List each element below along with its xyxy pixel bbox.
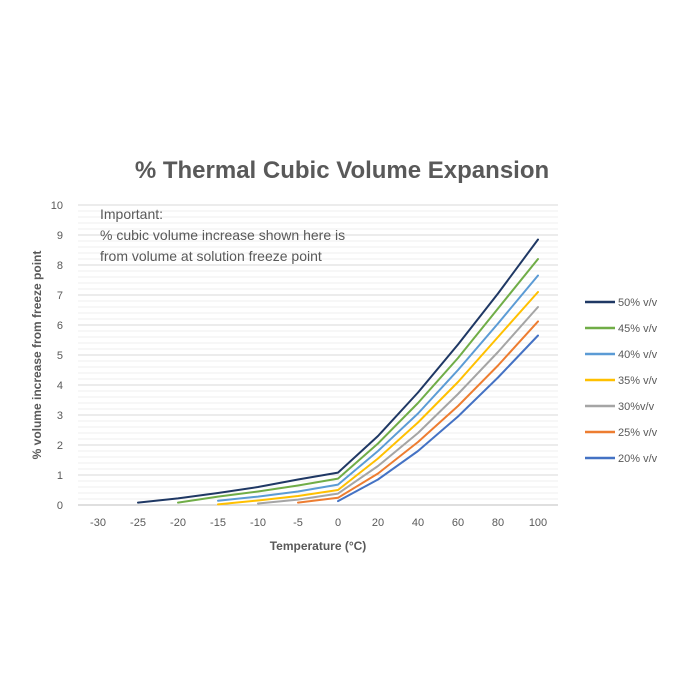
y-tick-label: 2 [57,440,63,452]
annotation-line: Important: [100,206,163,222]
y-tick-label: 7 [57,290,63,302]
y-axis-ticks: 0 1 2 3 4 5 6 7 8 9 10 [51,200,63,512]
y-tick-label: 5 [57,350,63,362]
x-tick-label: -20 [170,517,186,529]
legend-label: 45% v/v [618,323,658,335]
x-tick-label: -15 [210,517,226,529]
x-tick-label: 0 [335,517,341,529]
y-tick-label: 9 [57,230,63,242]
y-axis-label: % volume increase from freeze point [30,251,44,460]
annotation-note: Important: % cubic volume increase shown … [100,206,345,264]
legend-label: 40% v/v [618,349,658,361]
x-tick-label: -30 [90,517,106,529]
series-lines [137,238,539,506]
series-line [297,320,539,504]
x-tick-label: -10 [250,517,266,529]
y-tick-label: 4 [57,380,63,392]
annotation-line: % cubic volume increase shown here is [100,227,345,243]
x-tick-label: -5 [293,517,303,529]
legend-label: 20% v/v [618,453,658,465]
y-tick-label: 8 [57,260,63,272]
x-axis-label: Temperature (°C) [270,539,367,553]
y-tick-label: 3 [57,410,63,422]
series-line [257,306,539,505]
series-line [177,258,539,504]
chart-title: % Thermal Cubic Volume Expansion [135,157,549,184]
series-line [217,291,539,506]
legend: 50% v/v 45% v/v 40% v/v 35% v/v 30%v/v 25% v/… [585,297,658,465]
y-tick-label: 10 [51,200,63,212]
series-line [137,238,539,504]
annotation-line: from volume at solution freeze point [100,248,322,264]
y-tick-label: 6 [57,320,63,332]
legend-label: 30%v/v [618,401,655,413]
series-line [337,334,539,503]
series-line [217,274,539,502]
legend-label: 50% v/v [618,297,658,309]
y-tick-label: 0 [57,500,63,512]
x-tick-label: 60 [452,517,464,529]
x-tick-label: 40 [412,517,424,529]
legend-label: 25% v/v [618,427,658,439]
x-tick-label: -25 [130,517,146,529]
x-tick-label: 20 [372,517,384,529]
y-tick-label: 1 [57,470,63,482]
x-tick-label: 80 [492,517,504,529]
x-tick-label: 100 [529,517,547,529]
x-axis-ticks: -30 -25 -20 -15 -10 -5 0 20 40 60 80 100 [90,517,547,529]
legend-label: 35% v/v [618,375,658,387]
